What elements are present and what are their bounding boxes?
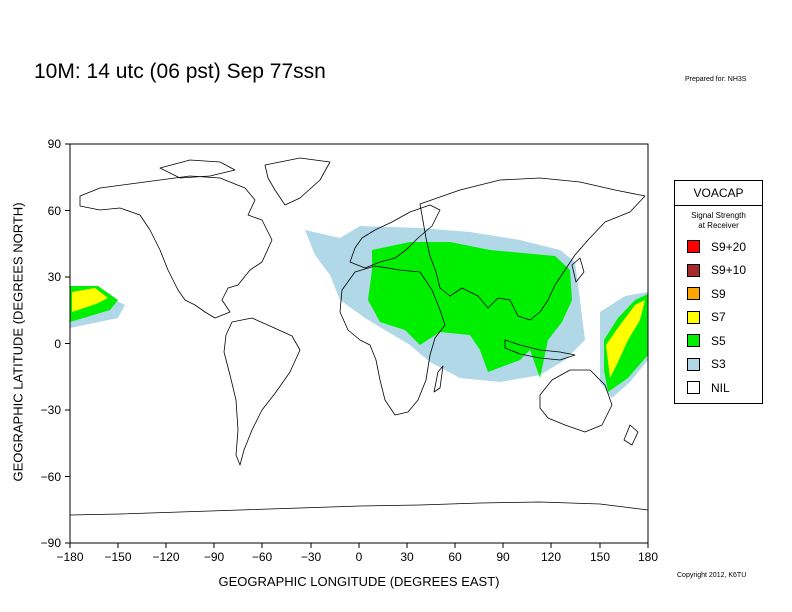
legend-swatch bbox=[687, 310, 700, 324]
prepared-for-note: Prepared for: NH3S bbox=[685, 76, 747, 83]
map-title: 10M: 14 utc (06 pst) Sep 77ssn bbox=[34, 60, 326, 83]
south-america-outline bbox=[223, 317, 301, 466]
x-tick-label: 120 bbox=[540, 550, 562, 564]
legend-swatch bbox=[687, 240, 700, 254]
y-tick-label: 30 bbox=[47, 270, 61, 284]
legend-swatch bbox=[687, 287, 700, 301]
legend-label: S5 bbox=[711, 333, 726, 348]
y-tick-label: 0 bbox=[54, 336, 61, 351]
land-outlines bbox=[69, 157, 649, 516]
legend-item-s9: S9 bbox=[675, 282, 762, 306]
antarctica-outline bbox=[69, 501, 649, 516]
x-tick-label: −180 bbox=[56, 550, 84, 564]
legend-subtitle-line: Signal Strength bbox=[691, 211, 746, 220]
coverage-s5-region-east bbox=[368, 242, 572, 378]
coverage-layer bbox=[70, 226, 648, 398]
x-tick-label: 30 bbox=[400, 550, 414, 564]
x-tick-label: 0 bbox=[355, 550, 363, 564]
legend-label: S7 bbox=[711, 310, 726, 325]
legend-swatch bbox=[687, 357, 700, 371]
legend-subtitle-line: at Receiver bbox=[698, 221, 739, 230]
y-axis-ticks bbox=[65, 143, 70, 544]
y-tick-label: 60 bbox=[47, 203, 61, 218]
legend-item-s7: S7 bbox=[675, 306, 762, 330]
africa-outline bbox=[339, 265, 446, 416]
x-tick-label: 60 bbox=[448, 550, 462, 564]
legend-label: NIL bbox=[711, 380, 730, 395]
legend-label: S3 bbox=[711, 357, 726, 372]
asia-outline bbox=[419, 177, 646, 321]
x-tick-label: 180 bbox=[637, 550, 659, 564]
coverage-s7-region-pacific-east bbox=[606, 300, 645, 378]
y-axis-label: GEOGRAPHIC LATITUDE (DEGREES NORTH) bbox=[10, 202, 26, 482]
north-america-outline bbox=[79, 175, 273, 319]
australia-outline bbox=[539, 369, 613, 433]
y-tick-label: 90 bbox=[47, 137, 61, 151]
indonesia-outline bbox=[504, 339, 576, 361]
legend-title: VOACAP bbox=[675, 181, 762, 206]
x-tick-label: −150 bbox=[104, 550, 132, 564]
signal-strength-legend: VOACAP Signal Strength at Receiver S9+20… bbox=[674, 180, 763, 404]
greenland-outline bbox=[264, 157, 331, 206]
legend-item-s9-20: S9+20 bbox=[675, 235, 762, 259]
legend-label: S9+20 bbox=[711, 239, 747, 254]
legend-label: S9+10 bbox=[711, 263, 747, 278]
legend-subtitle: Signal Strength at Receiver bbox=[675, 211, 762, 231]
new-zealand-outline bbox=[623, 424, 639, 446]
x-tick-label: 90 bbox=[496, 550, 510, 564]
x-axis-label: GEOGRAPHIC LONGITUDE (DEGREES EAST) bbox=[218, 574, 500, 589]
arctic-islands-outline bbox=[159, 159, 236, 179]
y-tick-label: −90 bbox=[40, 536, 61, 550]
x-tick-label: −30 bbox=[300, 550, 322, 564]
legend-item-nil: NIL bbox=[675, 376, 762, 400]
copyright-note: Copyright 2012, K6TU bbox=[677, 572, 747, 579]
japan-outline bbox=[571, 257, 585, 283]
x-tick-label: −60 bbox=[251, 550, 273, 564]
legend-label: S9 bbox=[711, 286, 726, 301]
legend-swatch bbox=[687, 381, 700, 395]
x-tick-label: −120 bbox=[152, 550, 180, 564]
coverage-s7-region-pacific-west bbox=[72, 288, 108, 312]
legend-item-s3: S3 bbox=[675, 353, 762, 377]
madagascar-outline bbox=[433, 365, 444, 393]
legend-swatch bbox=[687, 334, 700, 348]
x-axis-ticks bbox=[69, 543, 649, 548]
legend-swatch bbox=[687, 263, 700, 277]
europe-outline bbox=[349, 204, 441, 269]
legend-item-s5: S5 bbox=[675, 329, 762, 353]
y-tick-label: −30 bbox=[40, 403, 61, 417]
x-tick-label: 150 bbox=[589, 550, 611, 564]
x-tick-label: −90 bbox=[203, 550, 225, 564]
y-tick-label: −60 bbox=[40, 469, 61, 484]
legend-item-s9-10: S9+10 bbox=[675, 259, 762, 283]
